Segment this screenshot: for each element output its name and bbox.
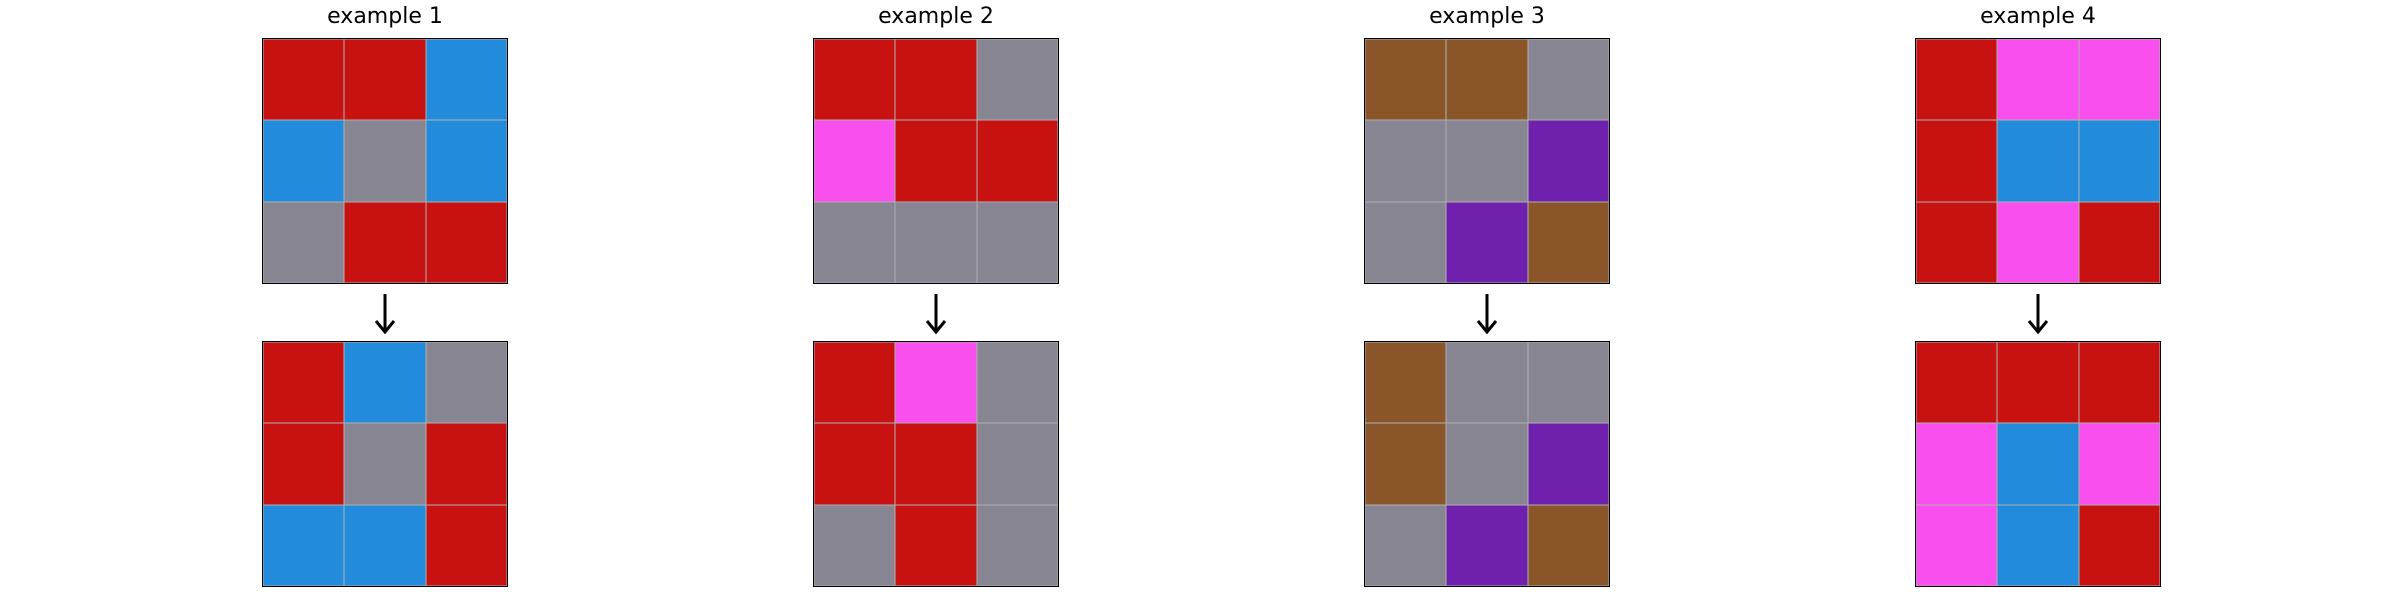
grid-cell-gray (1527, 39, 1609, 121)
grid-cell-red (1916, 201, 1998, 283)
grid-cell-magenta (1997, 39, 2079, 121)
grid-cell-blue (344, 342, 426, 424)
grid-cell-gray (1365, 201, 1447, 283)
example-4: example 4 (1878, 0, 2198, 600)
grid-cell-blue (425, 39, 507, 121)
grid-cell-magenta (1916, 423, 1998, 505)
grid-cell-gray (1365, 120, 1447, 202)
grid-cell-red (425, 201, 507, 283)
example-3: example 3 (1327, 0, 1647, 600)
grid-cell-blue (425, 120, 507, 202)
grid-cell-red (1916, 120, 1998, 202)
grid-cell-purple (1446, 201, 1528, 283)
grid-cell-gray (814, 504, 896, 586)
grid-cell-red (344, 39, 426, 121)
input-grid (1364, 38, 1610, 284)
grid-cell-red (425, 504, 507, 586)
grid-cell-brown (1365, 39, 1447, 121)
down-arrow-icon (925, 294, 947, 335)
grid-cell-red (1916, 39, 1998, 121)
input-grid (1915, 38, 2161, 284)
example-1: example 1 (225, 0, 545, 600)
grid-cell-red (2078, 342, 2160, 424)
grid-cell-blue (1997, 120, 2079, 202)
grid-cell-magenta (1997, 201, 2079, 283)
grid-cell-brown (1365, 423, 1447, 505)
grid-cell-red (263, 39, 345, 121)
grid-cell-red (895, 39, 977, 121)
grid-cell-magenta (895, 342, 977, 424)
grid-cell-gray (1446, 120, 1528, 202)
grid-cell-brown (1365, 342, 1447, 424)
grid-cell-gray (263, 201, 345, 283)
grid-cell-gray (1446, 423, 1528, 505)
grid-cell-blue (1997, 423, 2079, 505)
example-title: example 1 (327, 4, 443, 29)
grid-cell-gray (344, 120, 426, 202)
example-2: example 2 (776, 0, 1096, 600)
grid-cell-magenta (1916, 504, 1998, 586)
grid-cell-gray (976, 39, 1058, 121)
grid-cell-red (263, 423, 345, 505)
grid-cell-red (2078, 201, 2160, 283)
grid-cell-gray (976, 504, 1058, 586)
grid-cell-brown (1527, 201, 1609, 283)
grid-cell-gray (1446, 342, 1528, 424)
grid-cell-red (425, 423, 507, 505)
grid-cell-gray (895, 201, 977, 283)
grid-cell-gray (1365, 504, 1447, 586)
grid-cell-red (1916, 342, 1998, 424)
output-grid (1364, 341, 1610, 587)
grid-cell-gray (976, 342, 1058, 424)
grid-cell-magenta (814, 120, 896, 202)
grid-cell-brown (1446, 39, 1528, 121)
input-grid (813, 38, 1059, 284)
grid-cell-red (344, 201, 426, 283)
grid-cell-gray (814, 201, 896, 283)
grid-cell-gray (1527, 342, 1609, 424)
example-title: example 4 (1980, 4, 2096, 29)
grid-cell-red (263, 342, 345, 424)
grid-cell-magenta (2078, 39, 2160, 121)
grid-cell-purple (1527, 120, 1609, 202)
down-arrow-icon (374, 294, 396, 335)
grid-cell-red (2078, 504, 2160, 586)
grid-cell-purple (1446, 504, 1528, 586)
grid-cell-red (814, 423, 896, 505)
grid-cell-blue (1997, 504, 2079, 586)
grid-cell-gray (976, 423, 1058, 505)
example-title: example 3 (1429, 4, 1545, 29)
grid-cell-red (895, 504, 977, 586)
grid-cell-red (1997, 342, 2079, 424)
grid-cell-gray (344, 423, 426, 505)
grid-cell-brown (1527, 504, 1609, 586)
output-grid (1915, 341, 2161, 587)
grid-cell-blue (263, 120, 345, 202)
grid-cell-red (895, 120, 977, 202)
grid-cell-red (814, 342, 896, 424)
down-arrow-icon (1476, 294, 1498, 335)
grid-cell-red (814, 39, 896, 121)
grid-cell-magenta (2078, 423, 2160, 505)
input-grid (262, 38, 508, 284)
grid-cell-blue (2078, 120, 2160, 202)
output-grid (813, 341, 1059, 587)
grid-cell-gray (976, 201, 1058, 283)
output-grid (262, 341, 508, 587)
grid-cell-blue (344, 504, 426, 586)
down-arrow-icon (2027, 294, 2049, 335)
grid-cell-gray (425, 342, 507, 424)
grid-cell-red (976, 120, 1058, 202)
example-title: example 2 (878, 4, 994, 29)
grid-cell-purple (1527, 423, 1609, 505)
grid-cell-blue (263, 504, 345, 586)
grid-cell-red (895, 423, 977, 505)
